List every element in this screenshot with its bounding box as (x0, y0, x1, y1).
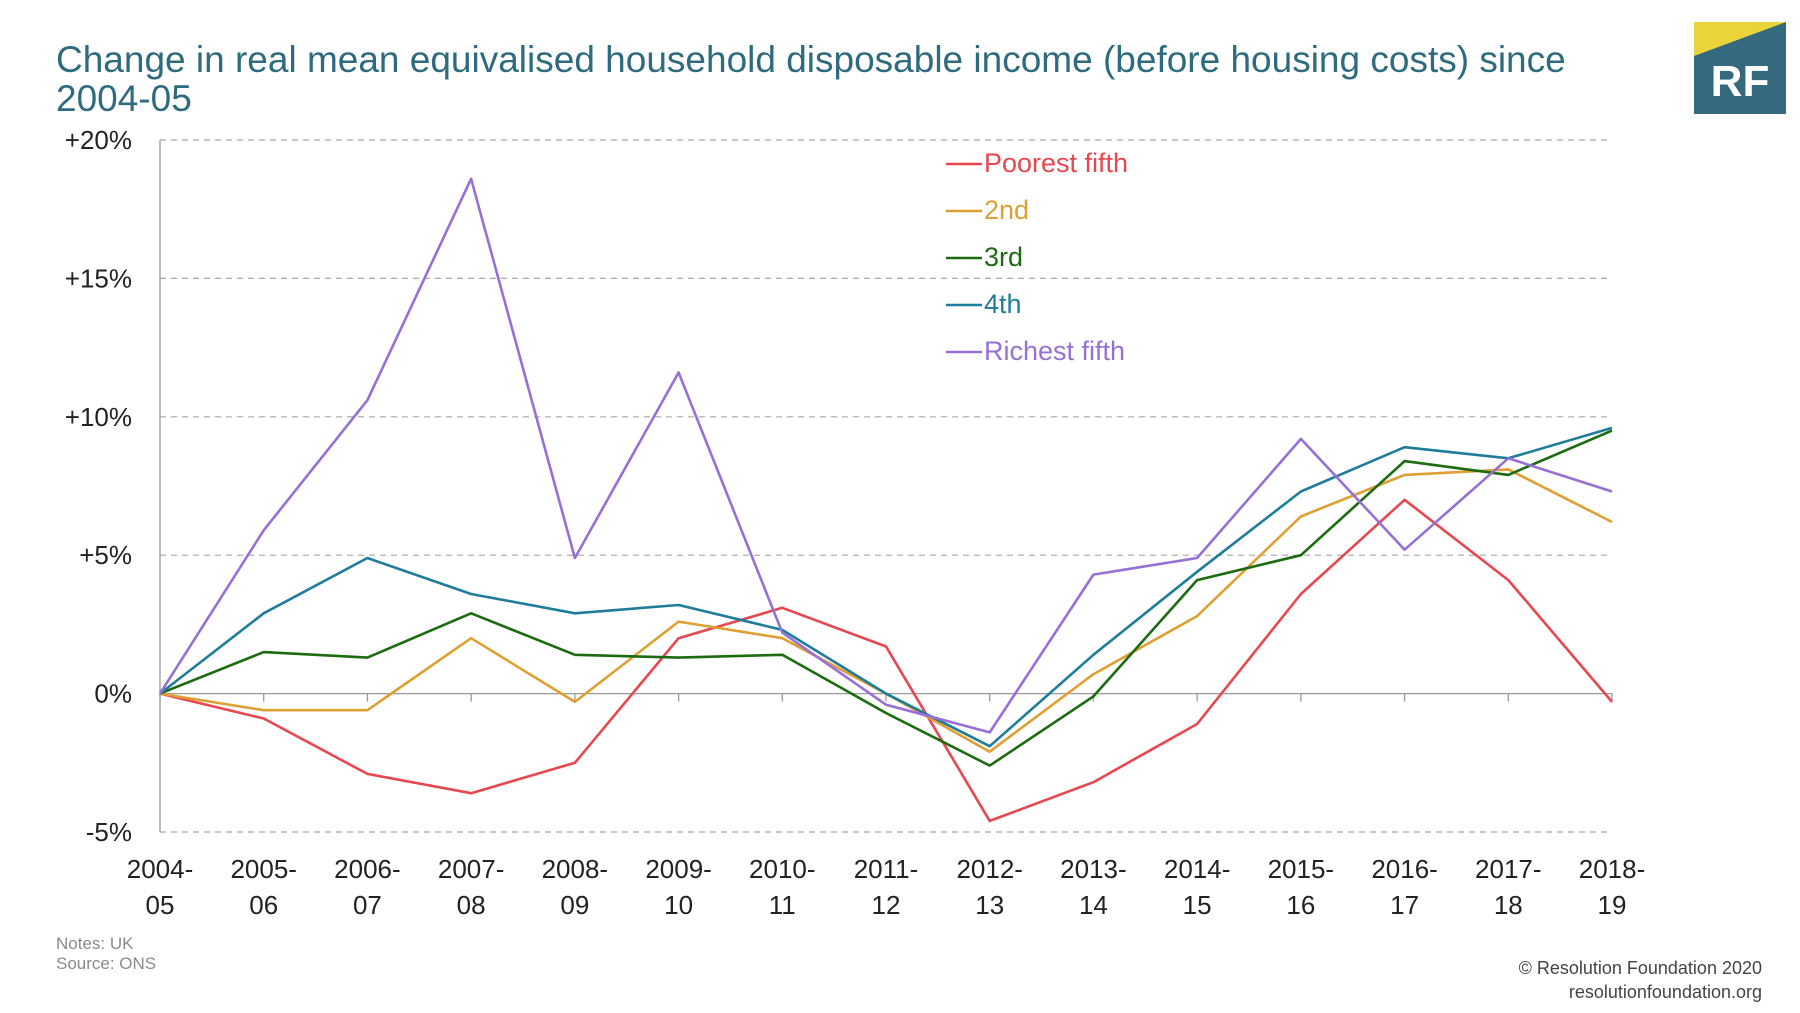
y-tick-label: +15% (65, 263, 132, 293)
series-line-3rd (159, 429, 1613, 767)
legend: Poorest fifth 2nd 3rd 4th Richest fifth (946, 148, 1128, 366)
x-tick-label: 2008-09 (542, 854, 609, 920)
series-line-richest-fifth (158, 177, 1613, 734)
y-tick-label: +5% (79, 540, 132, 570)
x-tick-label: 2010-11 (749, 854, 816, 920)
x-tick-label: 2004-05 (127, 854, 194, 920)
axes: -5% 0% +5% +10% +15% +20% 2004-05 2005-06 2006-0… (65, 125, 1645, 920)
legend-label: Poorest fifth (984, 148, 1128, 178)
notes-block: Notes: UK Source: ONS (56, 934, 156, 974)
series-line-poorest-fifth (159, 498, 1613, 823)
y-tick-label: +20% (65, 125, 132, 155)
gridlines (160, 139, 1612, 833)
website-line: resolutionfoundation.org (1568, 982, 1762, 1002)
x-tick-label: 2014-15 (1164, 854, 1231, 920)
legend-label: 4th (984, 289, 1022, 319)
x-tick-label: 2009-10 (645, 854, 712, 920)
x-tick-label: 2018-19 (1579, 854, 1646, 920)
y-tick-label: 0% (94, 679, 132, 709)
series-lines (158, 177, 1613, 823)
x-tick-label: 2017-18 (1475, 854, 1542, 920)
chart-title: Change in real mean equivalised househol… (56, 39, 1566, 119)
legend-label: 3rd (984, 242, 1023, 272)
x-tick-label: 2011-12 (854, 854, 919, 920)
x-tick-label: 2007-08 (438, 854, 505, 920)
series-line-4th (159, 426, 1613, 748)
legend-label: Richest fifth (984, 336, 1125, 366)
logo-text: RF (1711, 57, 1770, 106)
x-tick-label: 2015-16 (1268, 854, 1335, 920)
legend-label: 2nd (984, 195, 1029, 225)
series-line-2nd (159, 468, 1613, 754)
credit-block: © Resolution Foundation 2020 resolutionf… (1519, 956, 1762, 1004)
x-tick-label: 2012-13 (956, 854, 1023, 920)
y-tick-label: +10% (65, 402, 132, 432)
x-tick-label: 2016-17 (1371, 854, 1438, 920)
resolution-foundation-logo: RF (1694, 22, 1786, 114)
x-tick-label: 2006-07 (334, 854, 401, 920)
x-tick-label: 2013-14 (1060, 854, 1127, 920)
logo-accent (1694, 22, 1786, 56)
copyright-line: © Resolution Foundation 2020 (1518, 958, 1762, 978)
source-line: Source: ONS (56, 954, 157, 973)
x-tick-label: 2005-06 (230, 854, 297, 920)
y-tick-label: -5% (86, 817, 132, 847)
notes-line: Notes: UK (56, 934, 134, 953)
